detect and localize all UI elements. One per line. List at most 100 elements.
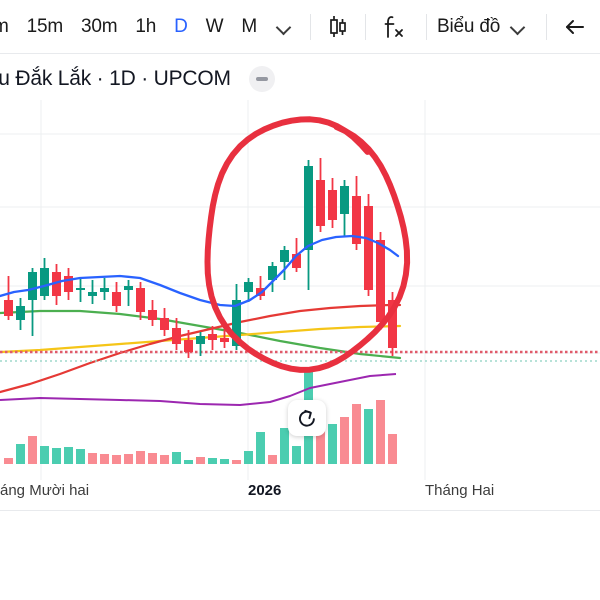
chevron-down-icon	[276, 19, 290, 35]
volume-bar	[280, 428, 289, 464]
volume-bar	[328, 424, 337, 464]
timeframe-M[interactable]: M	[241, 15, 258, 37]
candle	[184, 330, 193, 358]
volume-bar	[64, 447, 73, 464]
arrow-left-icon	[566, 19, 585, 34]
timeframe-m[interactable]: m	[0, 15, 9, 37]
volume-bar	[88, 453, 97, 464]
x-axis-label: 2026	[248, 482, 282, 499]
volume-bar	[196, 457, 205, 464]
candle	[148, 300, 157, 326]
volume-bar	[208, 458, 217, 464]
candle	[316, 158, 325, 232]
candle	[328, 178, 337, 228]
volume-bar	[256, 432, 265, 464]
top-toolbar: m 15m 30m 1h D W M	[0, 0, 600, 54]
minimize-icon[interactable]	[248, 66, 275, 92]
candle	[340, 180, 349, 236]
candle	[4, 276, 13, 320]
candle	[244, 278, 253, 302]
candle	[136, 282, 145, 320]
timeframe-1h[interactable]: 1h	[135, 15, 157, 37]
candle	[364, 194, 373, 296]
candle	[220, 330, 229, 348]
volume-bar	[40, 446, 49, 464]
candle	[304, 160, 313, 290]
volume-bar	[28, 436, 37, 464]
toolbar-divider-3	[426, 13, 428, 40]
volume-bar	[244, 451, 253, 464]
candle	[160, 308, 169, 336]
candle	[52, 264, 61, 305]
page-title[interactable]: su Đắk Lắk · 1D · UPCOM	[0, 67, 231, 90]
moving-average-green	[0, 309, 402, 360]
candle	[28, 268, 37, 336]
hand-drawn-circle-annotation	[204, 116, 411, 373]
volume-bar	[388, 434, 397, 464]
price-chart[interactable]	[0, 100, 600, 480]
toolbar-divider-2	[365, 13, 367, 40]
candle	[208, 326, 217, 350]
volume-bar	[292, 446, 301, 464]
volume-bar	[124, 454, 133, 464]
chart-menu-label: Biểu đồ	[437, 15, 501, 37]
fx-icon	[384, 15, 403, 38]
undo-toolbar-button[interactable]	[557, 10, 591, 44]
candle	[172, 318, 181, 350]
candlestick-icon	[330, 15, 346, 37]
timeframe-group: m 15m 30m 1h D W M	[0, 0, 266, 54]
chevron-down-icon	[510, 19, 526, 35]
volume-bar	[172, 452, 181, 464]
volume-bar	[340, 417, 349, 464]
volume-bar	[220, 459, 229, 464]
symbol-header: su Đắk Lắk · 1D · UPCOM	[0, 55, 600, 103]
volume-bar	[148, 453, 157, 464]
volume-bar	[364, 409, 373, 464]
candle	[100, 278, 109, 300]
undo-floating-button[interactable]	[288, 400, 326, 436]
volume-bar	[352, 404, 361, 464]
volume-bar	[52, 448, 61, 464]
volume-bar	[112, 455, 121, 464]
candlestick-chart-canvas[interactable]	[0, 100, 600, 480]
candle	[64, 268, 73, 300]
x-axis-label: Tháng Hai	[425, 482, 495, 499]
indicators-button[interactable]	[376, 10, 416, 44]
undo-circular-arrow-icon	[299, 409, 315, 427]
volume-bar	[136, 451, 145, 464]
volume-bar	[16, 444, 25, 464]
candle	[352, 176, 361, 250]
volume-bar	[376, 400, 385, 464]
candle	[196, 332, 205, 356]
volume-bar	[268, 455, 277, 464]
candle	[16, 298, 25, 330]
x-axis-label: áng Mười hai	[0, 482, 90, 499]
x-axis[interactable]: áng Mười hai 2026 Tháng Hai	[0, 478, 600, 510]
timeframe-D[interactable]: D	[174, 15, 188, 37]
candle	[76, 278, 85, 302]
timeframe-more-button[interactable]	[266, 10, 300, 44]
volume-bar	[316, 428, 325, 464]
moving-average-red	[0, 303, 402, 394]
bottom-bar: 5n1n	[0, 512, 600, 600]
candle	[124, 280, 133, 306]
chart-menu-button[interactable]: Biểu đồ	[437, 0, 536, 54]
timeframe-30m[interactable]: 30m	[81, 15, 118, 37]
x-axis-divider	[0, 510, 600, 511]
candle	[88, 280, 97, 304]
candle	[376, 232, 385, 330]
candle	[40, 258, 49, 300]
volume-bar	[232, 460, 241, 464]
volume-bar	[184, 460, 193, 464]
timeframe-W[interactable]: W	[205, 15, 224, 37]
candle	[388, 292, 397, 356]
volume-bar	[4, 458, 13, 464]
moving-average-blue	[0, 234, 400, 308]
chart-type-button[interactable]	[321, 10, 355, 44]
volume-bar	[76, 449, 85, 464]
volume-bar	[100, 454, 109, 464]
timeframe-15m[interactable]: 15m	[26, 15, 64, 37]
candle	[268, 262, 277, 292]
toolbar-divider-4	[546, 13, 548, 40]
